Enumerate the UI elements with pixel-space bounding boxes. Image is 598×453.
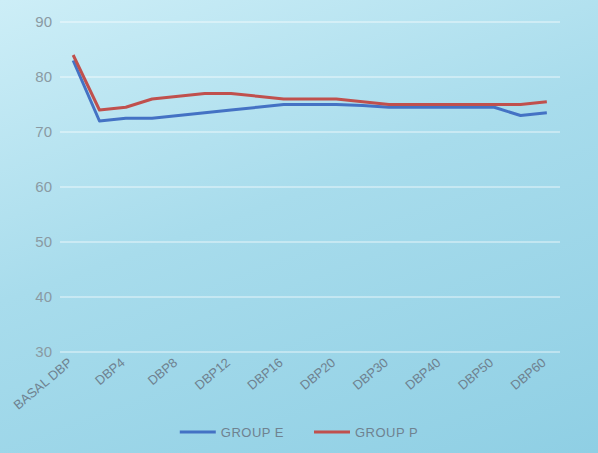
y-tick-label: 90 <box>35 13 52 30</box>
x-tick-label: DBP12 <box>192 355 233 393</box>
y-tick-label: 50 <box>35 233 52 250</box>
x-tick-label: DBP16 <box>244 355 285 393</box>
grid-line <box>60 77 560 78</box>
legend-label: GROUP E <box>221 425 284 440</box>
legend-swatch <box>180 431 216 434</box>
grid-line <box>60 187 560 188</box>
legend-swatch <box>314 431 350 434</box>
y-tick-label: 30 <box>35 343 52 360</box>
x-tick-label: DBP8 <box>145 355 181 388</box>
plot-area <box>73 55 547 121</box>
chart: 30 40 50 60 70 80 90 BASAL DBP DBP4 DBP8 DBP12 DBP1… <box>0 0 598 453</box>
x-tick-label: DBP50 <box>455 355 496 393</box>
grid-line <box>60 22 560 23</box>
x-tick-label: DBP20 <box>297 355 338 393</box>
legend-label: GROUP P <box>355 425 418 440</box>
grid-line <box>60 132 560 133</box>
series-line <box>73 61 547 122</box>
series-line <box>73 55 547 110</box>
x-tick-label: BASAL DBP <box>10 355 75 413</box>
y-tick-label: 80 <box>35 68 52 85</box>
grid-line <box>60 242 560 243</box>
legend: GROUP E GROUP P <box>180 425 418 440</box>
x-tick-label: DBP40 <box>402 355 443 393</box>
grid-line <box>60 297 560 298</box>
y-tick-label: 40 <box>35 288 52 305</box>
y-tick-label: 70 <box>35 123 52 140</box>
x-tick-label: DBP60 <box>508 355 549 393</box>
grid-line <box>60 352 560 353</box>
y-tick-label: 60 <box>35 178 52 195</box>
x-tick-label: DBP4 <box>92 355 128 388</box>
x-tick-label: DBP30 <box>350 355 391 393</box>
